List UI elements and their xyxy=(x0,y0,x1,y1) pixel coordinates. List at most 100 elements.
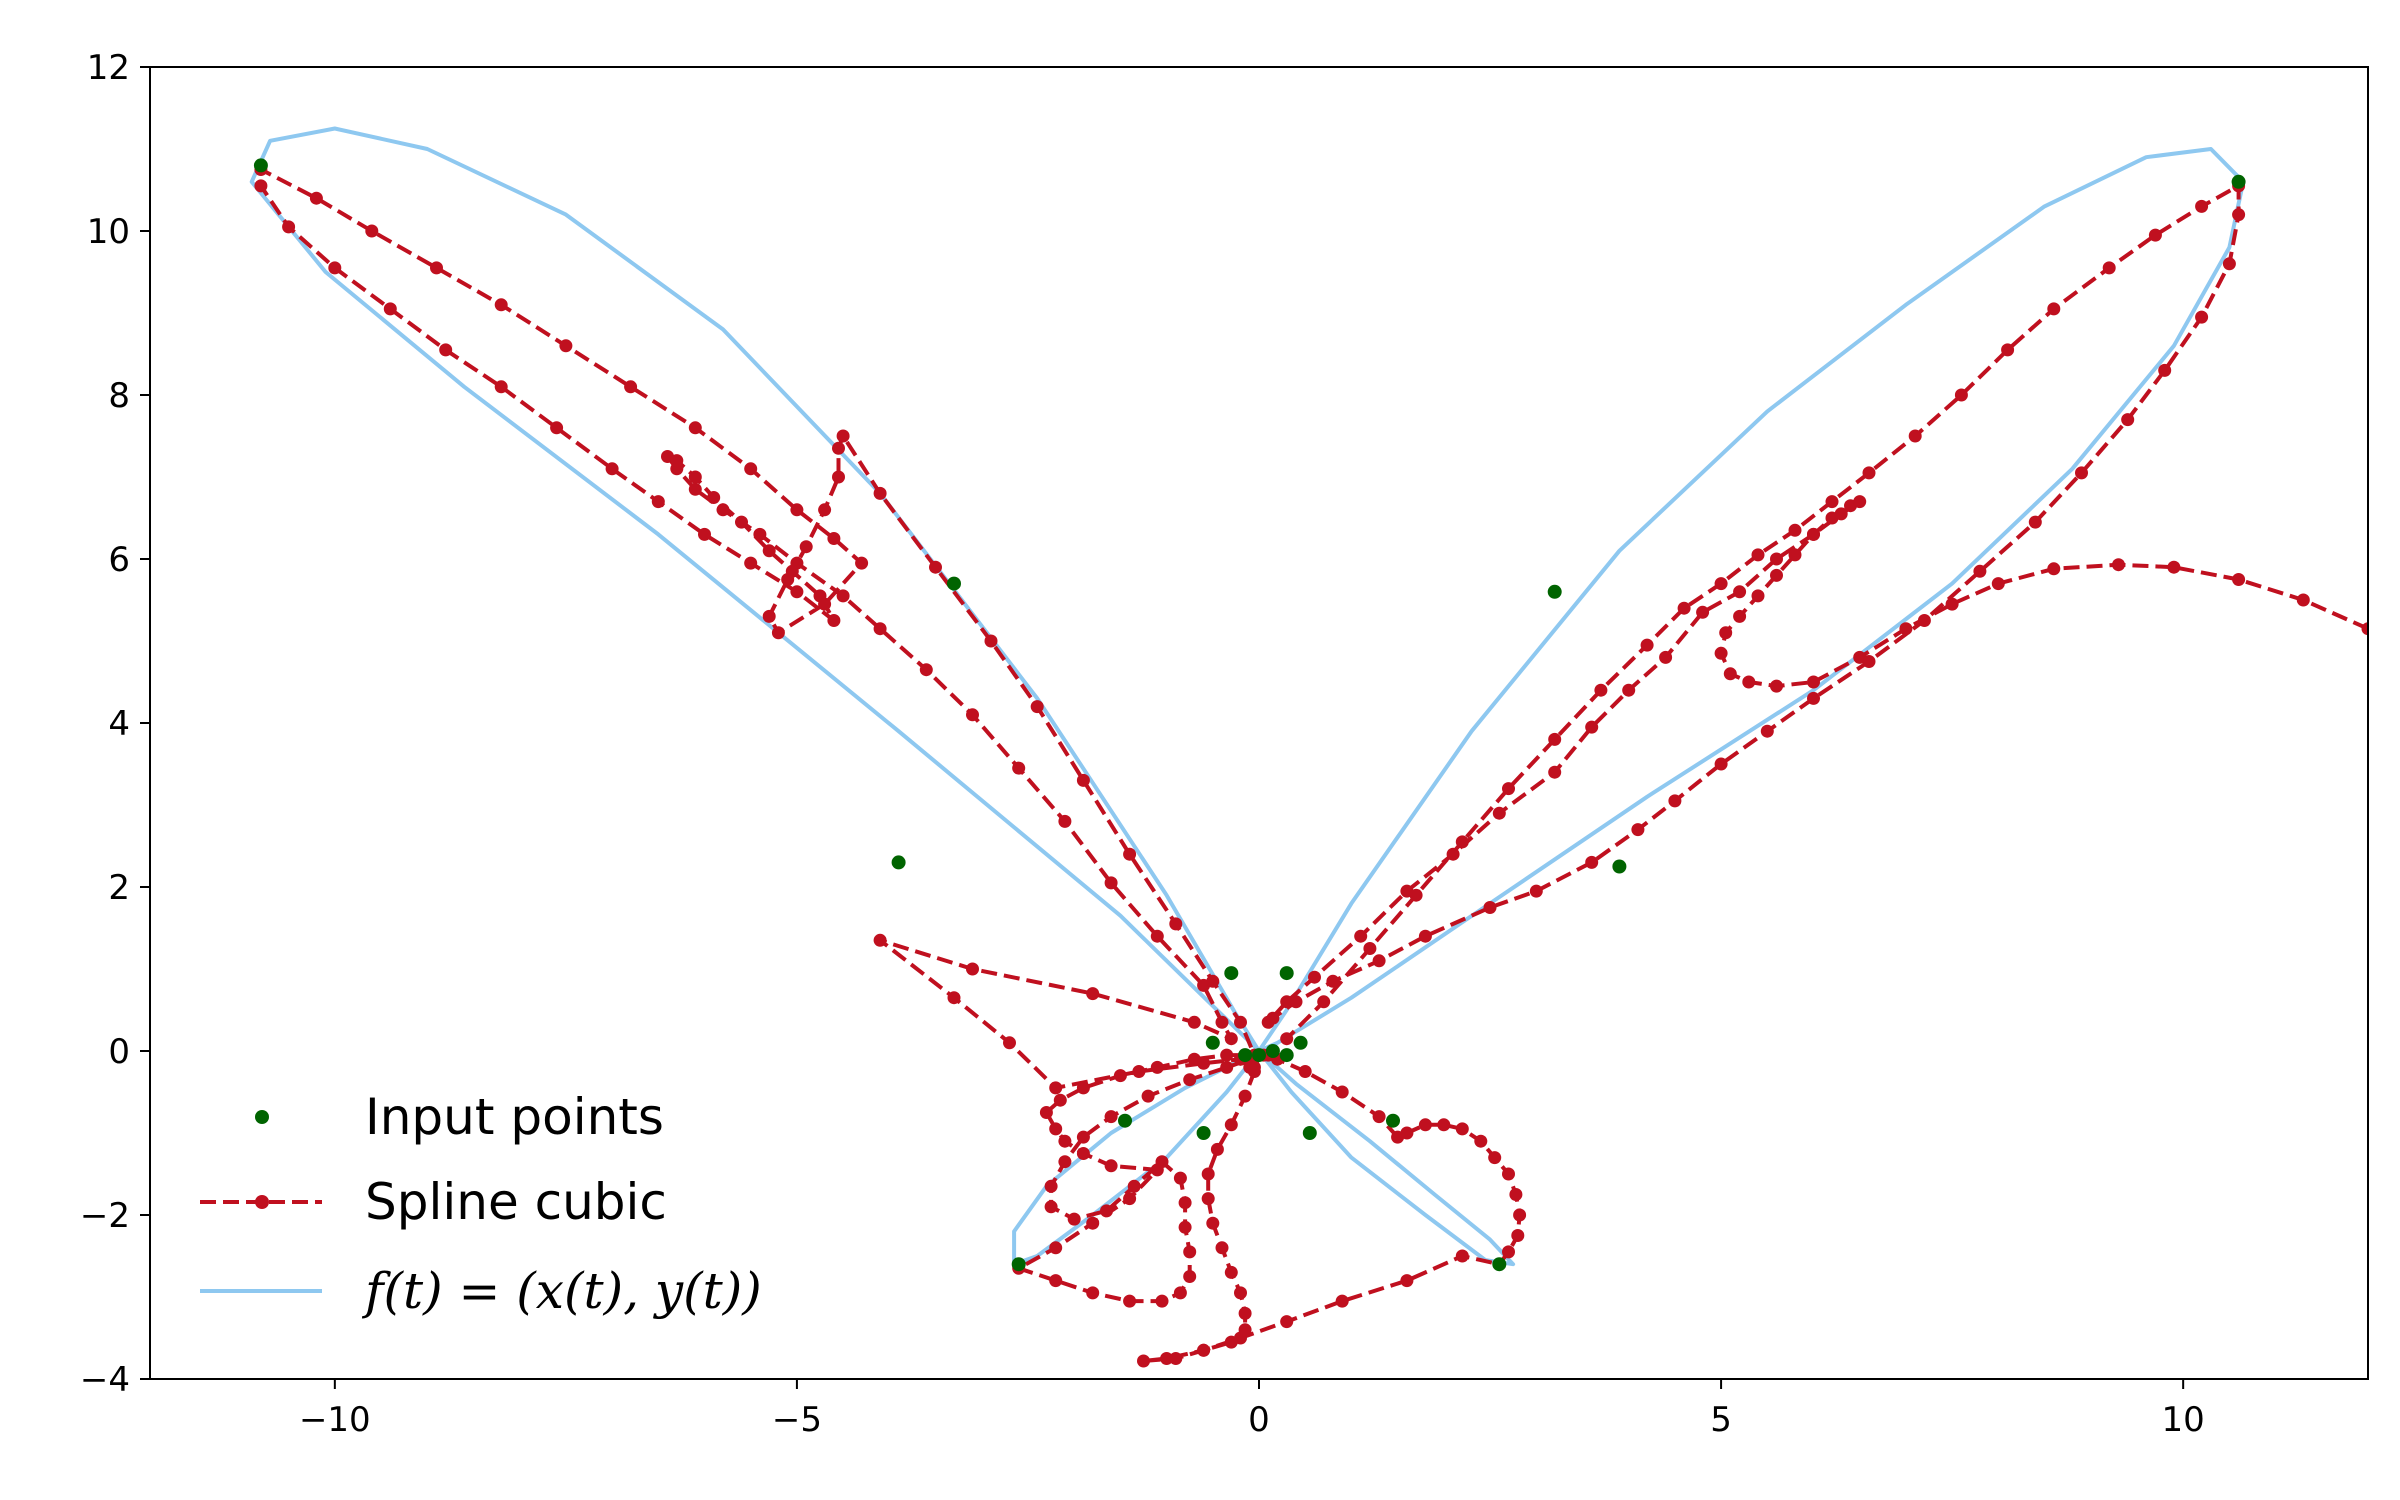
spline-point xyxy=(1280,995,1294,1009)
input-points-layer xyxy=(253,158,2246,1272)
spline-point xyxy=(1058,1134,1072,1148)
spline-point xyxy=(1224,1032,1238,1046)
curve-series-layer xyxy=(249,126,2246,1267)
spline-point xyxy=(1076,773,1090,787)
spline-point xyxy=(1183,1270,1197,1283)
spline-point xyxy=(832,441,845,455)
spline-point xyxy=(1039,1106,1053,1119)
spline-point xyxy=(1418,1118,1432,1132)
input-point xyxy=(1205,1035,1220,1050)
input-point xyxy=(1196,1126,1211,1140)
input-point xyxy=(1224,966,1239,981)
spline-point xyxy=(707,491,721,504)
spline-point xyxy=(1807,691,1820,705)
spline-point xyxy=(1502,1245,1515,1259)
spline-point xyxy=(550,421,564,435)
spline-point xyxy=(790,585,804,599)
spline-point xyxy=(559,339,573,353)
spline-point xyxy=(1053,1093,1067,1107)
spline-point xyxy=(1215,1241,1229,1255)
spline-point xyxy=(1733,585,1747,599)
spline-point xyxy=(1141,1089,1155,1103)
spline-point xyxy=(1280,1315,1294,1329)
spline-point xyxy=(1409,888,1423,902)
spline-point xyxy=(1308,970,1321,984)
spline-point xyxy=(1086,987,1100,1001)
spline-point xyxy=(1201,1167,1215,1181)
input-point xyxy=(2231,174,2246,189)
spline-point xyxy=(1585,855,1599,869)
input-point xyxy=(1118,1113,1132,1128)
spline-point xyxy=(254,179,268,193)
spline-point xyxy=(1714,577,1728,591)
legend-spline-label: Spline cubic xyxy=(365,1173,667,1231)
spline-point xyxy=(2047,562,2061,576)
spline-point xyxy=(2148,228,2162,242)
spline-point xyxy=(1862,466,1876,480)
spline-point xyxy=(1178,1196,1192,1210)
spline-point xyxy=(2232,208,2246,222)
spline-point xyxy=(1770,568,1783,582)
spline-point xyxy=(494,298,508,312)
spline-point xyxy=(1917,614,1931,627)
spline-point xyxy=(1030,700,1044,714)
spline-point xyxy=(1513,1208,1527,1222)
legend-curve-label: f(t) = (x(t), y(t)) xyxy=(361,1262,762,1320)
spline-point xyxy=(1719,626,1733,640)
spline-point xyxy=(1446,847,1460,861)
legend: Input points Spline cubic f(t) = (x(t), … xyxy=(200,1088,762,1320)
spline-point xyxy=(1502,782,1515,796)
spline-point xyxy=(827,614,841,627)
spline-point xyxy=(1210,1142,1224,1156)
spline-point xyxy=(1123,1294,1137,1308)
spline-point xyxy=(1455,1249,1469,1263)
spline-point xyxy=(1418,929,1432,943)
spline-point xyxy=(1155,1294,1169,1308)
spline-point xyxy=(1335,1085,1349,1099)
spline-point xyxy=(1733,609,1747,623)
legend-spline-marker xyxy=(255,1195,269,1209)
spline-point xyxy=(1197,1056,1211,1070)
spline-point xyxy=(1169,1352,1183,1365)
spline-point xyxy=(1183,1245,1197,1259)
spline-point xyxy=(2121,413,2135,427)
spline-point xyxy=(1234,1015,1247,1029)
spline-point xyxy=(282,220,296,234)
spline-point xyxy=(1335,1294,1349,1308)
spline-point xyxy=(2158,363,2172,377)
y-tick-label: 2 xyxy=(108,868,130,908)
spline-point xyxy=(1723,667,1737,681)
spline-point xyxy=(1076,1130,1090,1144)
spline-point xyxy=(790,503,804,517)
spline-point xyxy=(1086,1216,1100,1230)
spline-point xyxy=(1659,650,1673,664)
x-tick-label: −10 xyxy=(299,1400,371,1440)
input-point xyxy=(1293,1035,1308,1050)
spline-point xyxy=(2028,515,2042,529)
spline-point xyxy=(1945,597,1959,611)
spline-point xyxy=(1668,794,1682,808)
spline-point xyxy=(1067,1212,1081,1226)
spline-point xyxy=(1150,1060,1164,1074)
spline-point xyxy=(1183,1073,1197,1087)
spline-point xyxy=(1243,1060,1257,1074)
spline-point xyxy=(1206,974,1220,988)
spline-point xyxy=(2195,310,2209,324)
spline-point xyxy=(1400,1274,1414,1288)
spline-point xyxy=(1012,761,1026,775)
spline-point xyxy=(1455,1122,1469,1136)
spline-point xyxy=(984,634,998,648)
spline-point xyxy=(1908,429,1922,443)
input-point xyxy=(891,855,906,870)
spline-point xyxy=(1751,589,1765,603)
spline-point xyxy=(1049,1241,1063,1255)
spline-point xyxy=(771,626,785,640)
spline-point xyxy=(1215,1015,1229,1029)
spline-point xyxy=(2047,302,2061,316)
spline-point xyxy=(1585,720,1599,734)
spline-point xyxy=(1973,564,1987,578)
spline-point xyxy=(698,527,711,541)
spline-point xyxy=(1224,1335,1238,1349)
spline-point xyxy=(1266,1011,1280,1025)
x-tick-label: 10 xyxy=(2162,1400,2205,1440)
